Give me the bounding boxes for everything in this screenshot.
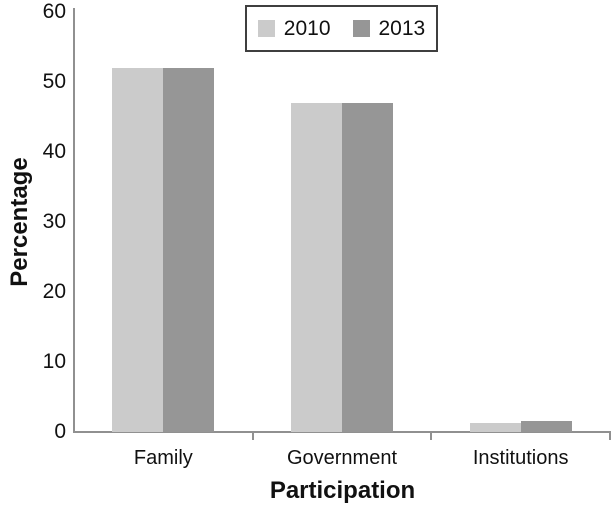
bar-institutions-2010 — [469, 422, 521, 432]
category-label-government: Government — [286, 447, 398, 469]
legend-label: 2013 — [378, 16, 426, 40]
legend-swatch-icon — [257, 20, 275, 37]
legend-label: 2010 — [283, 16, 331, 40]
y-tick-label: 20 — [42, 280, 66, 303]
legend-item-2013: 2013 — [352, 16, 426, 40]
x-tick-mark — [430, 433, 433, 440]
bar-family-2013 — [163, 68, 215, 432]
category-label-institutions: Institutions — [472, 447, 569, 469]
x-tick-mark — [609, 433, 611, 440]
y-tick-label: 0 — [54, 420, 66, 443]
y-tick-label: 10 — [42, 350, 66, 373]
legend-item-2010: 2010 — [257, 16, 331, 40]
x-axis-line — [73, 431, 611, 433]
y-tick-label: 60 — [42, 0, 66, 23]
bar-family-2010 — [112, 68, 164, 432]
y-tick-label: 30 — [42, 210, 66, 233]
y-axis-line — [73, 8, 75, 432]
legend: 2010 2013 — [245, 5, 438, 52]
bar-institutions-2013 — [520, 420, 572, 432]
y-tick-label: 40 — [42, 140, 66, 163]
bar-government-2013 — [342, 103, 393, 432]
x-axis-title: Participation — [269, 477, 416, 504]
x-tick-mark — [251, 433, 254, 440]
legend-swatch-icon — [352, 20, 370, 37]
bar-government-2010 — [291, 103, 342, 432]
y-tick-label: 50 — [42, 70, 66, 93]
category-label-family: Family — [133, 447, 193, 469]
